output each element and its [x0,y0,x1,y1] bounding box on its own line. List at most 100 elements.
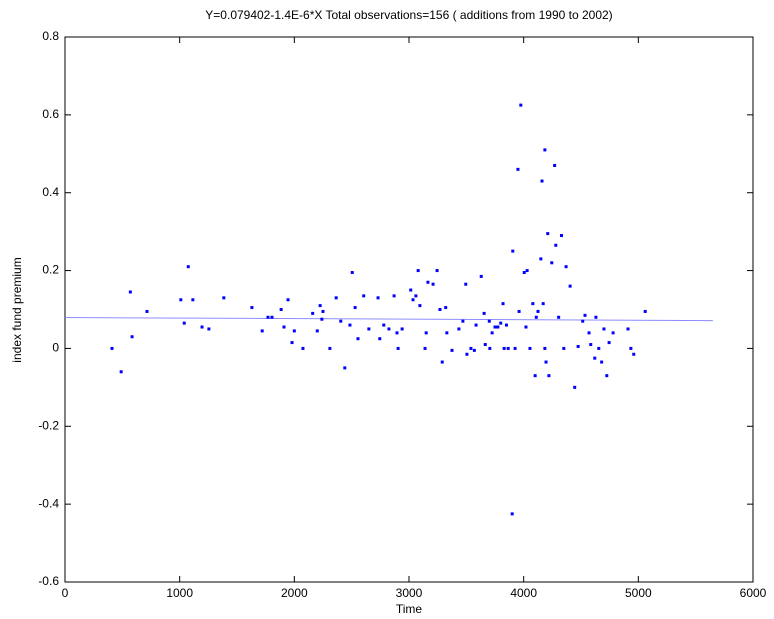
point [546,232,550,236]
point [472,348,476,352]
point [465,352,469,356]
point [643,309,647,313]
point [510,512,514,516]
point [315,329,319,333]
point [513,346,517,350]
point [200,325,204,329]
point [490,331,494,335]
point [550,261,554,265]
point [378,337,382,341]
point [534,315,538,319]
point [483,343,487,347]
point [260,329,264,333]
point [414,294,418,298]
point [376,296,380,300]
point [524,325,528,329]
point [522,271,526,275]
point [191,298,195,302]
point [536,309,540,313]
point [435,269,439,273]
point [409,288,413,292]
point [576,344,580,348]
x-tick-label: 1000 [166,586,193,600]
point [501,302,505,306]
point [525,269,529,273]
point [516,167,520,171]
point [350,271,354,275]
point [353,306,357,310]
point [554,243,558,247]
y-tick-label: 0.8 [42,29,59,43]
point [605,374,609,378]
point [464,282,468,286]
point [493,325,497,329]
point [474,323,478,327]
point [119,370,123,374]
point [426,280,430,284]
y-tick-label: -0.6 [38,574,59,588]
point [511,249,515,253]
point [186,265,190,269]
y-axis-label: index fund premium [10,257,24,362]
point [416,269,420,273]
point [320,317,324,321]
point [593,356,597,360]
point [469,346,473,350]
x-tick-label: 5000 [625,586,652,600]
y-tick-label: 0.6 [42,107,59,121]
point [632,352,636,356]
point [487,319,491,323]
point [479,274,483,278]
point [499,321,503,325]
chart-title: Y=0.079402-1.4E-6*X Total observations=1… [205,8,612,22]
point [367,327,371,331]
point [290,341,294,345]
point [541,302,545,306]
point [531,302,535,306]
point [279,308,283,311]
point [450,348,454,352]
point [182,321,186,325]
point [400,327,404,331]
point [179,298,183,302]
y-tick-label: 0.2 [42,263,59,277]
point [282,325,286,329]
point [528,346,532,350]
point [418,304,422,308]
point [629,346,633,350]
point [356,337,360,341]
x-tick-label: 3000 [396,586,423,600]
point [544,360,548,364]
point [382,323,386,327]
x-tick-label: 4000 [510,586,537,600]
y-tick-label: 0 [52,341,59,355]
point [207,327,211,331]
point [587,331,591,335]
point [318,304,322,308]
point [543,346,547,350]
point [292,329,296,333]
point [110,346,114,350]
point [334,296,338,300]
point [533,374,537,378]
point [328,346,332,350]
point [519,103,523,107]
point [553,163,557,167]
point [431,282,435,286]
x-axis-label: Time [396,602,423,616]
point [339,319,343,323]
point [411,298,415,302]
point [597,346,601,350]
point [502,346,506,350]
point [321,309,325,313]
point [539,257,543,261]
point [438,308,442,311]
point [424,331,428,335]
point [457,327,461,331]
point [547,374,551,378]
y-tick-label: -0.2 [38,418,59,432]
point [506,346,510,350]
point [564,265,568,269]
